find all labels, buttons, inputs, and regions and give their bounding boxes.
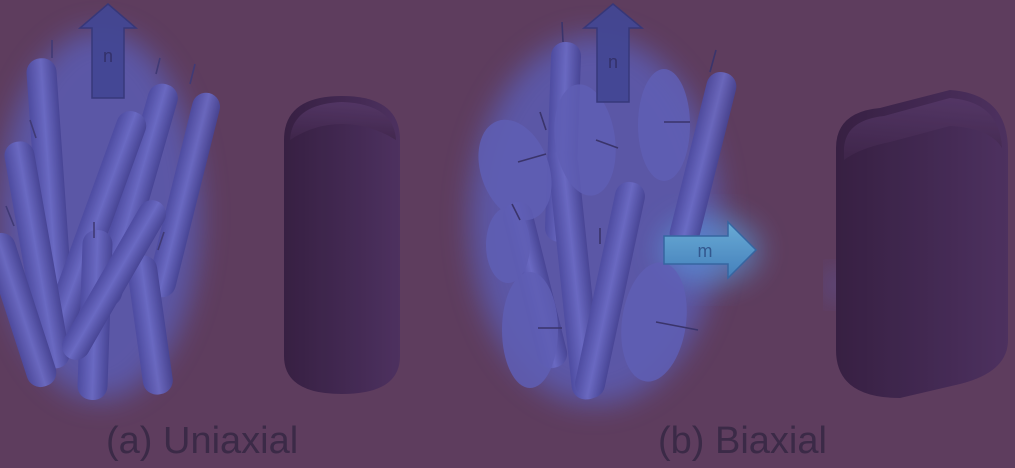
director-m-label: m	[698, 241, 713, 261]
caption-uniaxial: (a) Uniaxial	[106, 420, 299, 462]
director-n-label-b: n	[608, 52, 618, 72]
uniaxial-shape	[284, 96, 400, 394]
caption-biaxial: (b) Biaxial	[658, 420, 827, 462]
director-n-label-a: n	[103, 46, 113, 66]
director-n-arrow-b	[581, 3, 645, 103]
director-m-arrow	[663, 220, 758, 280]
biaxial-shape	[828, 90, 1008, 398]
director-n-arrow-a	[77, 3, 139, 99]
panel-a-rod-cluster	[0, 30, 221, 400]
